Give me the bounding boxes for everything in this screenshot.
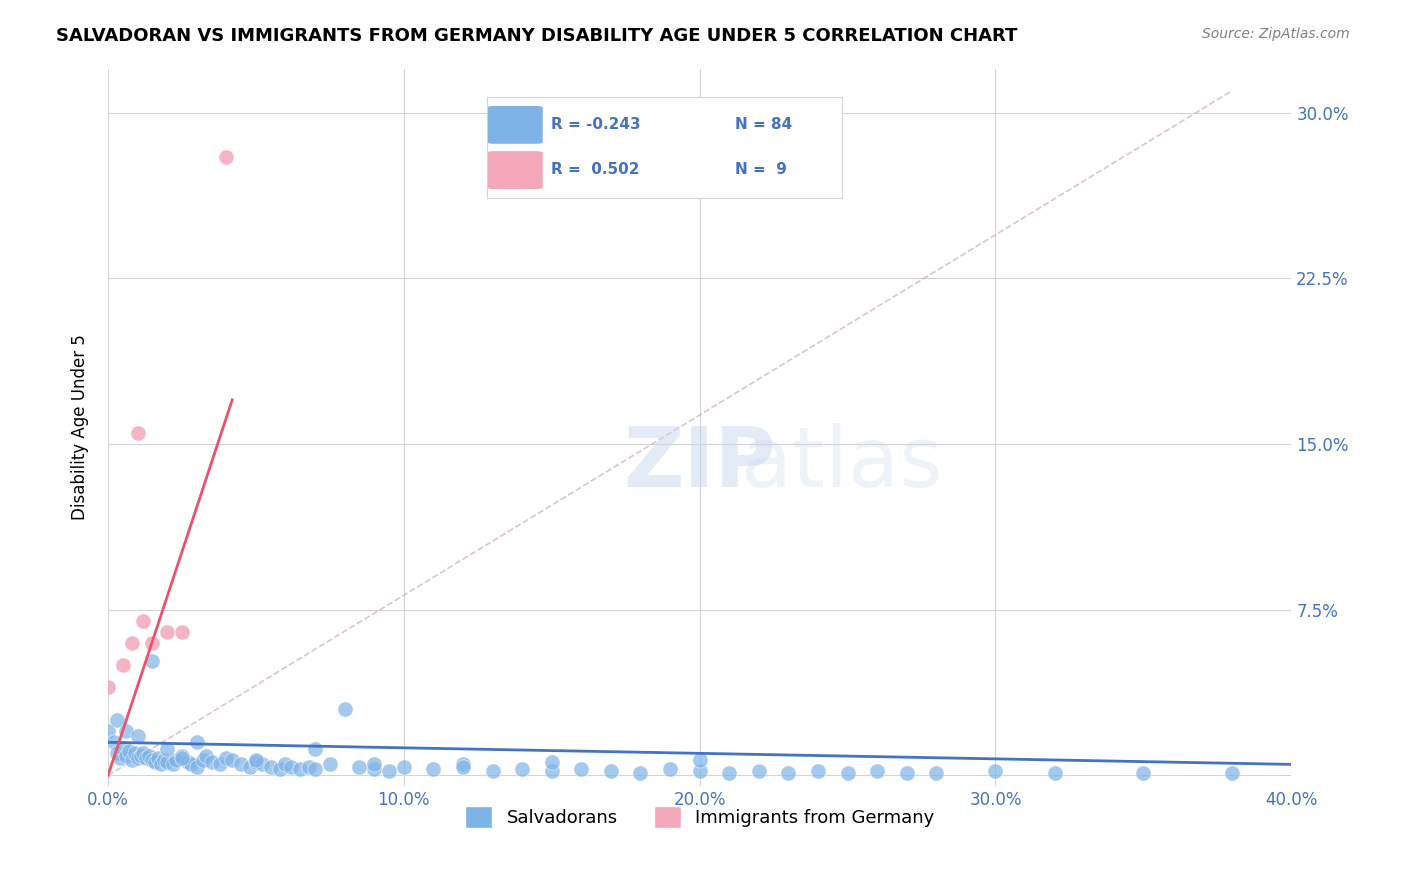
Point [392,759,415,773]
Text: ZIP: ZIP [623,423,776,504]
Point [229,757,252,772]
Point [540,755,562,769]
Point [510,762,533,776]
Point [451,759,474,773]
Point [105,713,128,727]
Point [215,150,238,164]
Point [180,757,202,772]
Point [896,766,918,780]
Point [156,742,179,756]
Point [114,748,136,763]
Point [925,766,948,780]
Point [659,762,682,776]
Point [141,654,163,668]
Point [165,753,187,767]
Point [141,753,163,767]
Point [630,766,652,780]
Point [1220,766,1243,780]
Point [170,748,193,763]
Point [162,757,184,772]
Point [778,766,800,780]
Point [103,735,125,749]
Point [121,636,143,650]
Point [866,764,889,778]
Point [1043,766,1066,780]
Point [298,759,321,773]
Point [124,747,146,761]
Point [132,614,155,628]
Point [153,753,176,767]
Point [148,751,170,765]
Point [156,755,179,769]
Point [269,762,291,776]
Point [600,764,623,778]
Point [274,757,297,772]
Point [150,757,173,772]
Point [239,759,262,773]
Point [1132,766,1154,780]
Legend: Salvadorans, Immigrants from Germany: Salvadorans, Immigrants from Germany [458,798,942,835]
Point [363,757,385,772]
Point [221,753,243,767]
Point [114,724,136,739]
Point [209,757,232,772]
Point [689,753,711,767]
Point [319,757,342,772]
Point [290,762,312,776]
Point [422,762,444,776]
Point [451,757,474,772]
Y-axis label: Disability Age Under 5: Disability Age Under 5 [72,334,89,520]
Point [121,753,143,767]
Point [363,762,385,776]
Point [97,680,120,694]
Point [250,757,273,772]
Point [156,624,179,639]
Point [105,747,128,761]
Point [349,759,371,773]
Point [304,742,326,756]
Point [718,766,741,780]
Point [540,764,562,778]
Point [111,742,134,756]
Point [191,753,214,767]
Point [127,729,149,743]
Point [245,753,267,767]
Text: atlas: atlas [741,423,942,504]
Point [135,751,157,765]
Point [378,764,401,778]
Point [569,762,592,776]
Point [333,702,356,716]
Point [138,748,160,763]
Point [141,636,163,650]
Point [215,751,238,765]
Point [127,425,149,440]
Point [748,764,770,778]
Point [481,764,503,778]
Point [200,755,222,769]
Point [186,735,208,749]
Point [186,759,208,773]
Point [118,744,141,758]
Point [143,755,166,769]
Point [170,624,193,639]
Point [260,759,283,773]
Point [984,764,1007,778]
Point [689,764,711,778]
Point [304,762,326,776]
Point [837,766,859,780]
Point [97,724,120,739]
Text: SALVADORAN VS IMMIGRANTS FROM GERMANY DISABILITY AGE UNDER 5 CORRELATION CHART: SALVADORAN VS IMMIGRANTS FROM GERMANY DI… [56,27,1018,45]
Point [127,751,149,765]
Point [807,764,830,778]
Text: Source: ZipAtlas.com: Source: ZipAtlas.com [1202,27,1350,41]
Point [129,748,152,763]
Point [111,657,134,672]
Point [280,759,302,773]
Point [108,751,131,765]
Point [132,747,155,761]
Point [177,755,200,769]
Point [170,751,193,765]
Point [194,748,217,763]
Point [245,755,267,769]
